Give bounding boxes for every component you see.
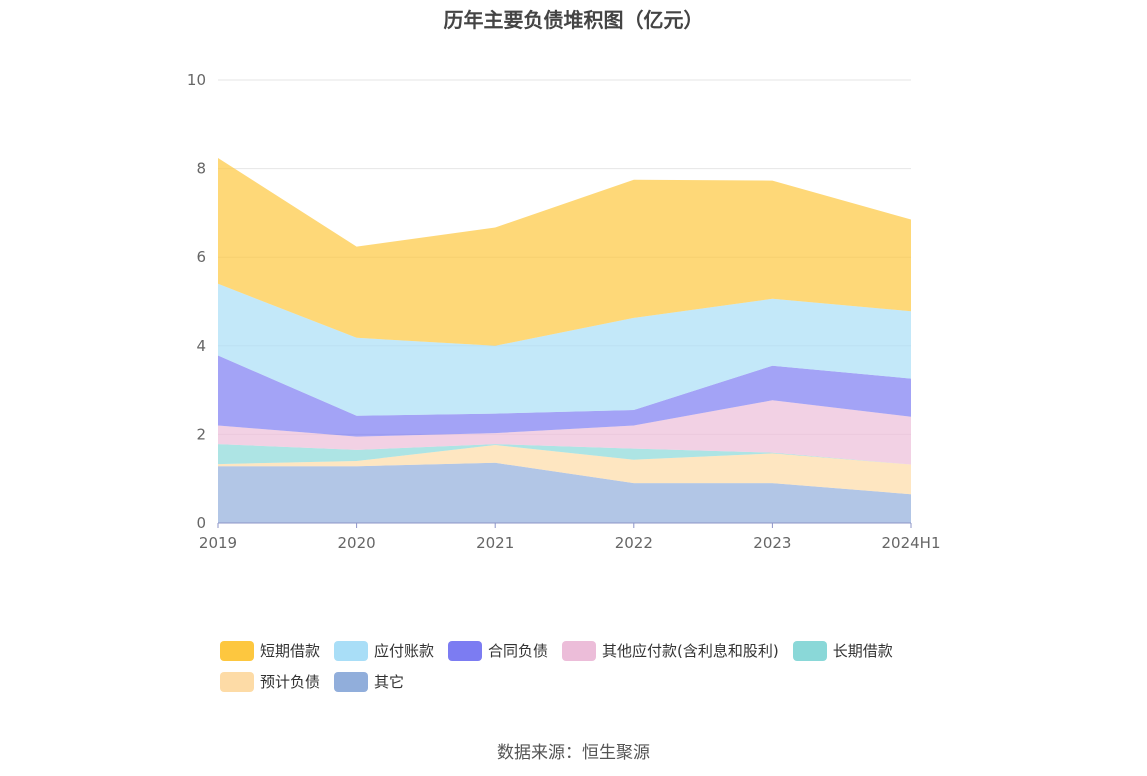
y-tick-label: 8 [196, 160, 206, 178]
chart-title: 历年主要负债堆积图（亿元） [443, 8, 704, 32]
area-series-1 [218, 445, 911, 495]
x-tick-label: 2022 [615, 534, 653, 552]
area-series-0 [218, 462, 911, 523]
legend-label: 其他应付款(含利息和股利) [602, 642, 779, 660]
legend-item[interactable]: 其它 [334, 671, 404, 692]
y-tick-label: 4 [196, 337, 206, 355]
axes: 2019 2020 2021 2022 2023 2024H1 [199, 522, 941, 552]
y-tick-label: 10 [187, 71, 206, 89]
legend-label: 合同负债 [488, 642, 549, 660]
legend: 短期借款 应付账款 合同负债 其他应付款(含利息和股利) 长期借款预计负债 其它 [220, 640, 980, 702]
legend-label: 预计负债 [260, 673, 321, 691]
legend-item[interactable]: 长期借款 [792, 640, 893, 661]
y-tick-label: 6 [196, 248, 206, 266]
legend-swatch [220, 671, 254, 692]
legend-swatch [448, 640, 483, 661]
legend-swatch [334, 671, 369, 692]
area-series-6 [218, 158, 911, 346]
x-tick-label: 2023 [753, 534, 791, 552]
legend-item[interactable]: 其他应付款(含利息和股利) [562, 640, 779, 661]
x-tick-label: 2019 [199, 534, 237, 552]
legend-item[interactable]: 短期借款 [220, 640, 320, 661]
legend-label: 其它 [374, 673, 405, 691]
legend-label: 长期借款 [832, 642, 893, 660]
legend-item[interactable]: 合同负债 [448, 640, 548, 661]
area-series-4 [218, 355, 911, 437]
legend-label: 短期借款 [260, 642, 321, 660]
legend-swatch [220, 640, 254, 661]
legend-item[interactable]: 应付账款 [334, 640, 434, 661]
source-note: 数据来源：恒生聚源 [497, 743, 650, 763]
area-series-3 [218, 400, 911, 465]
x-tick-label: 2024H1 [882, 534, 941, 552]
legend-swatch [792, 640, 827, 661]
area-series [218, 158, 911, 523]
legend-swatch [562, 640, 597, 661]
y-tick-label: 0 [196, 514, 206, 532]
x-tick-label: 2021 [476, 534, 514, 552]
legend-label: 应付账款 [374, 642, 435, 660]
area-series-5 [218, 283, 911, 416]
y-tick-label: 2 [196, 425, 206, 443]
stacked-area-chart: 0 2 4 6 8 10 2019 2020 2021 2022 2023 2024H1 [187, 71, 941, 552]
legend-swatch [334, 640, 369, 661]
area-series-2 [218, 444, 911, 465]
x-tick-label: 2020 [338, 534, 376, 552]
legend-item[interactable]: 预计负债 [220, 671, 320, 692]
